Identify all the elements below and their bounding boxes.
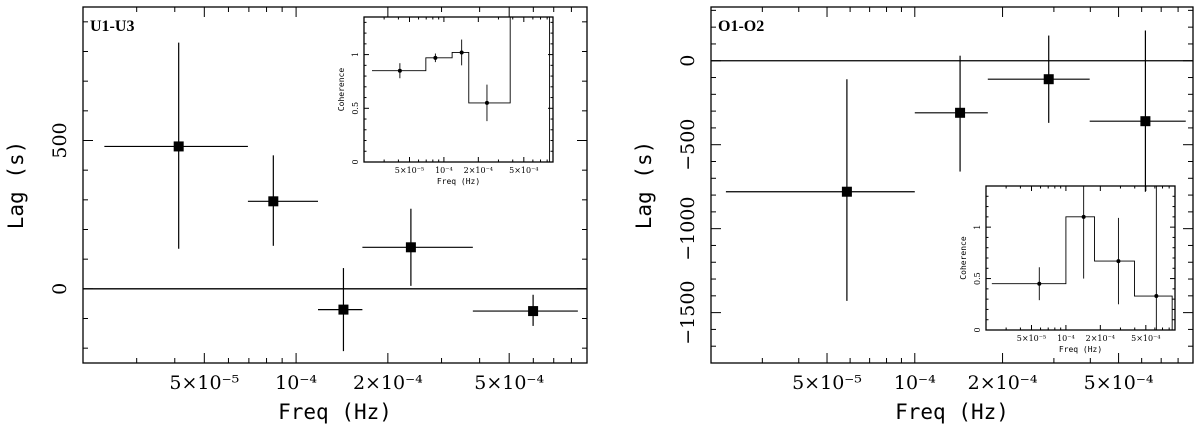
- inset-data-point: [433, 55, 438, 60]
- inset-y-axis-label: Coherence: [337, 68, 346, 112]
- data-point: [338, 304, 349, 315]
- inset-data-point: [1116, 259, 1121, 264]
- y-tick-label: 0: [677, 55, 699, 67]
- x-tick-label: 5×10⁻⁵: [792, 372, 862, 394]
- data-point: [841, 186, 852, 197]
- inset-x-tick-label: 5×10⁻⁵: [1017, 334, 1046, 343]
- inset-x-axis-label: Freq (Hz): [1059, 345, 1102, 354]
- inset-y-tick-label: 0: [973, 327, 982, 332]
- panel-title: O1-O2: [718, 18, 764, 35]
- inset-x-tick-label: 5×10⁻⁵: [395, 166, 424, 175]
- inset-data-point: [1154, 294, 1159, 299]
- inset-y-tick-label: 1: [973, 225, 982, 230]
- y-tick-label: −1000: [677, 197, 699, 261]
- inset-data-point: [397, 68, 402, 73]
- inset-data-point: [484, 100, 489, 105]
- inset-x-tick-label: 2×10⁻⁴: [464, 166, 493, 175]
- inset-panel-2: 5×10⁻⁵ 10⁻⁴ 2×10⁻⁴ 5×10⁻⁴ 0 0.5 1 Freq (Hz) Cohe…: [959, 185, 1176, 354]
- data-point: [173, 141, 184, 152]
- inset-x-tick-label: 5×10⁻⁴: [509, 166, 538, 175]
- x-tick-label: 10⁻⁴: [275, 372, 317, 394]
- inset-x-tick-label: 10⁻⁴: [435, 166, 453, 175]
- inset-y-tick-label: 1: [351, 52, 360, 57]
- coherence-step-line: [372, 17, 551, 162]
- x-axis-label: Freq (Hz): [278, 400, 392, 424]
- inset-data-point: [1081, 214, 1086, 219]
- data-point: [268, 196, 279, 207]
- inset-data-point: [459, 50, 464, 55]
- chart-panel-1: 5×10⁻⁵ 10⁻⁴ 2×10⁻⁴ 5×10⁻⁴ 0 500 U1-U3 Freq (Hz)…: [4, 6, 588, 424]
- x-tick-label: 2×10⁻⁴: [353, 372, 423, 394]
- inset-x-tick-label: 2×10⁻⁴: [1086, 334, 1115, 343]
- inset-frame: [363, 16, 554, 163]
- y-axis-label: Lag (s): [632, 141, 656, 230]
- y-tick-label: 500: [49, 122, 71, 158]
- data-point: [1043, 74, 1054, 85]
- x-tick-label: 2×10⁻⁴: [968, 372, 1038, 394]
- panel-title: U1-U3: [90, 18, 134, 35]
- inset-frame: [985, 185, 1176, 331]
- plot-frame: [82, 6, 588, 364]
- inset-steps: [372, 17, 551, 162]
- x-tick-label: 10⁻⁴: [894, 372, 936, 394]
- inset-y-tick-label: 0.5: [973, 272, 982, 285]
- inset-steps: [991, 186, 1173, 330]
- data-point: [405, 242, 416, 253]
- y-axis-label: Lag (s): [4, 141, 28, 230]
- data-point: [528, 306, 539, 317]
- y-tick-label: 0: [49, 283, 71, 295]
- data-point: [955, 107, 966, 118]
- chart-panel-2: 5×10⁻⁵ 10⁻⁴ 2×10⁻⁴ 5×10⁻⁴ −1500 −1000 −500 0 O1-…: [632, 6, 1194, 424]
- y-tick-label: −500: [677, 119, 699, 171]
- inset-x-tick-label: 5×10⁻⁴: [1131, 334, 1160, 343]
- coherence-step-line: [991, 216, 1173, 330]
- x-tick-label: 5×10⁻⁵: [169, 372, 239, 394]
- inset-y-axis-label: Coherence: [959, 236, 968, 280]
- x-axis-label: Freq (Hz): [895, 400, 1009, 424]
- inset-data-point: [1037, 281, 1042, 286]
- plot-frame: [710, 6, 1194, 364]
- x-tick-label: 5×10⁻⁴: [474, 372, 544, 394]
- inset-x-axis-label: Freq (Hz): [437, 177, 480, 186]
- x-tick-label: 5×10⁻⁴: [1084, 372, 1154, 394]
- inset-x-tick-label: 10⁻⁴: [1057, 334, 1075, 343]
- inset-y-tick-label: 0: [351, 159, 360, 164]
- inset-panel-1: 5×10⁻⁵ 10⁻⁴ 2×10⁻⁴ 5×10⁻⁴ 0 0.5 1 Freq (Hz) Cohe…: [337, 16, 554, 186]
- data-point: [1140, 116, 1151, 127]
- y-tick-label: −1500: [677, 280, 699, 344]
- inset-y-tick-label: 0.5: [351, 102, 360, 115]
